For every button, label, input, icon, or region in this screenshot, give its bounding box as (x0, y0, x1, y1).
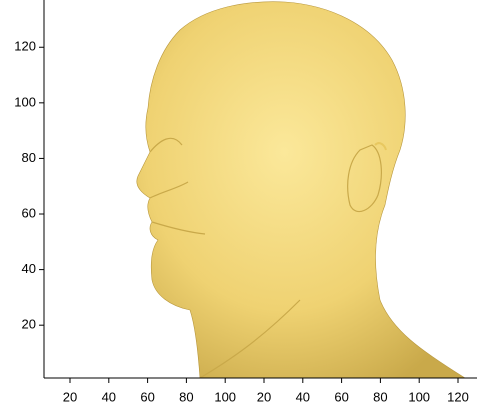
x-tick-label: 80 (373, 389, 387, 404)
x-tick-label: 100 (214, 389, 236, 404)
x-tick-label: 40 (102, 389, 116, 404)
y-tick-label: 20 (22, 317, 36, 332)
x-tick-label: 120 (447, 389, 469, 404)
y-tick-label: 80 (22, 150, 36, 165)
x-tick-label: 20 (257, 389, 271, 404)
x-tick-label: 40 (296, 389, 310, 404)
y-tick-label: 40 (22, 261, 36, 276)
x-tick-label: 60 (140, 389, 154, 404)
page: 204060801001202040608010020406080100120 … (0, 0, 477, 409)
y-tick-label: 100 (14, 94, 36, 109)
x-tick-label: 60 (334, 389, 348, 404)
x-tick-label: 20 (63, 389, 77, 404)
chart: 20 40 60 80 100 120 20 40 60 80 100 20 40 60 80 100 120 (0, 0, 477, 409)
y-tick-label: 60 (22, 205, 36, 220)
y-tick-label: 120 (14, 39, 36, 54)
x-tick-label: 100 (408, 389, 430, 404)
head-render (137, 2, 465, 378)
x-tick-label: 80 (179, 389, 193, 404)
